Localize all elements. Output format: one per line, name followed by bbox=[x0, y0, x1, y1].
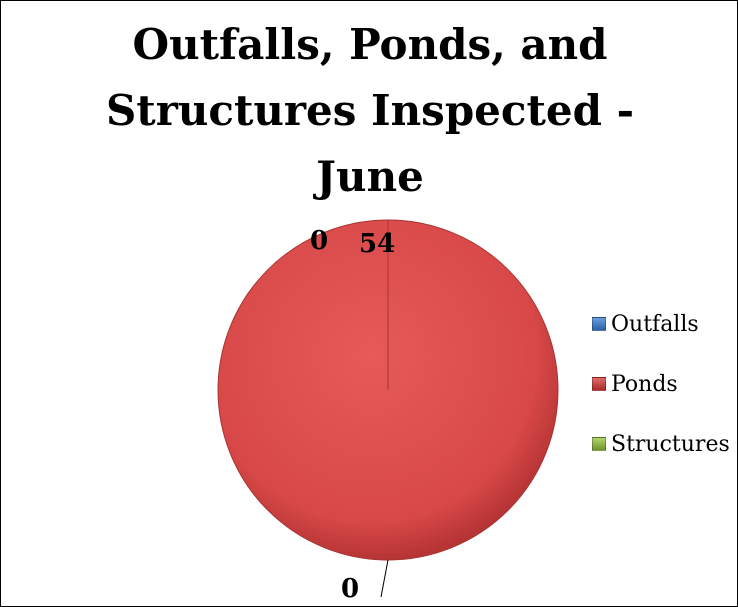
chart-title-line-1: Outfalls, Ponds, and bbox=[132, 20, 608, 69]
legend-label-outfalls: Outfalls bbox=[611, 311, 699, 337]
legend-swatch-structures bbox=[592, 437, 606, 451]
legend-label-structures: Structures bbox=[611, 431, 730, 457]
legend-label-ponds: Ponds bbox=[611, 371, 678, 397]
data-label-structures: 0 bbox=[341, 574, 359, 604]
pie-data-labels: 0 54 0 bbox=[310, 226, 395, 604]
chart-title: Outfalls, Ponds, and Structures Inspecte… bbox=[90, 12, 650, 210]
data-label-outfalls: 0 bbox=[310, 226, 328, 256]
data-label-ponds: 54 bbox=[359, 229, 395, 259]
chart-title-line-2: Structures Inspected - bbox=[105, 86, 635, 135]
legend-item-structures: Structures bbox=[592, 429, 730, 459]
leader-line-ponds bbox=[380, 559, 389, 598]
legend-item-ponds: Ponds bbox=[592, 369, 730, 399]
legend: Outfalls Ponds Structures bbox=[592, 309, 730, 489]
legend-swatch-ponds bbox=[592, 377, 606, 391]
legend-item-outfalls: Outfalls bbox=[592, 309, 730, 339]
chart-title-line-3: June bbox=[316, 152, 424, 201]
legend-swatch-outfalls bbox=[592, 317, 606, 331]
pie-slices bbox=[217, 219, 559, 561]
